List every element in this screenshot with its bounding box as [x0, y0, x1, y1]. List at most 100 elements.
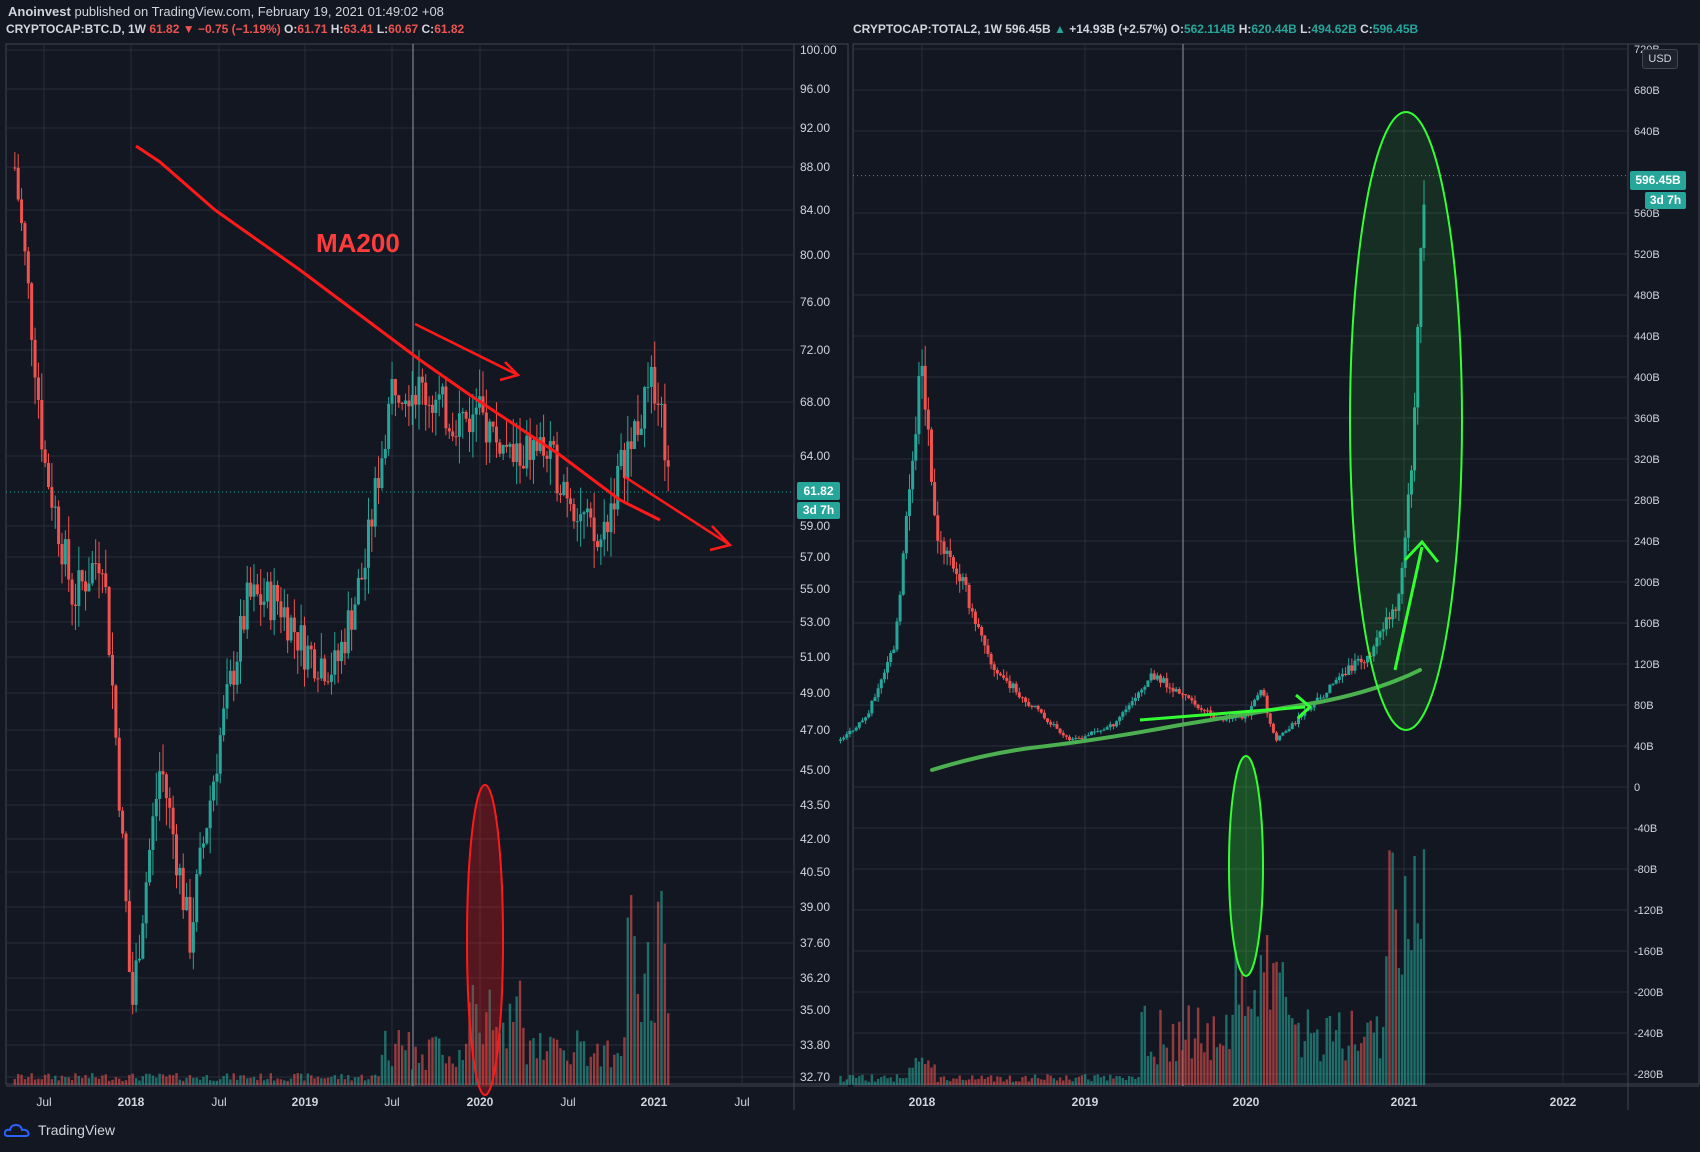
left-candle-body	[346, 610, 350, 654]
author-name[interactable]: Anoinvest	[8, 4, 71, 19]
right-candle-body	[1387, 617, 1391, 620]
right-volume-bar	[1400, 974, 1404, 1085]
left-volume-bar	[539, 1033, 542, 1085]
left-candle-body	[656, 403, 660, 405]
right-candle-body	[955, 568, 959, 575]
right-volume-bar	[1049, 1075, 1052, 1085]
right-candle-body	[1039, 709, 1043, 713]
left-volume-bar	[104, 1074, 107, 1085]
right-candle-body	[1168, 687, 1172, 689]
left-candle-body	[124, 833, 128, 902]
right-candle-body	[1014, 683, 1018, 693]
left-candle-body	[171, 807, 175, 835]
left-candle-body	[279, 601, 283, 618]
right-candle-body	[1165, 678, 1169, 688]
left-volume-bar	[161, 1074, 165, 1085]
right-volume-bar	[1243, 1015, 1247, 1085]
left-c-label: C:	[421, 22, 435, 36]
right-candle-body	[882, 672, 886, 680]
left-volume-bar	[23, 1079, 27, 1085]
right-volume-bar	[942, 1076, 946, 1085]
right-candle-body	[1111, 724, 1115, 727]
right-y-tick-label: -200B	[1634, 987, 1663, 999]
left-candle-body	[121, 810, 125, 834]
left-candle-body	[518, 443, 522, 466]
right-candle-body	[1180, 693, 1184, 695]
left-volume-bar	[192, 1077, 195, 1085]
right-candle-body	[1064, 735, 1068, 737]
right-y-tick-label: 560B	[1634, 208, 1660, 220]
right-volume-bar	[1237, 1004, 1241, 1085]
right-volume-bar	[1124, 1080, 1128, 1085]
left-candle-body	[592, 517, 596, 542]
right-candle-body	[1196, 704, 1200, 709]
left-candle-body	[60, 544, 64, 565]
right-candle-body	[1297, 716, 1301, 725]
left-candle-body	[262, 601, 266, 605]
currency-button[interactable]: USD	[1642, 49, 1678, 69]
right-candle-body	[1262, 690, 1266, 696]
right-volume-bar	[1011, 1081, 1015, 1085]
right-price-tag: 596.45B	[1630, 171, 1686, 190]
right-volume-bar	[880, 1077, 883, 1085]
left-candle-body	[494, 426, 498, 443]
left-volume-bar	[619, 1056, 623, 1085]
left-candle-body	[525, 435, 529, 469]
left-candle-body	[225, 684, 229, 709]
left-volume-bar	[421, 1054, 424, 1085]
left-candle-body	[616, 465, 620, 510]
right-candle-body	[980, 627, 984, 636]
tradingview-footer[interactable]: TradingView	[4, 1122, 115, 1138]
left-volume-bar	[347, 1075, 350, 1085]
left-y-tick-label: 43.50	[800, 798, 830, 812]
right-volume-bar	[870, 1074, 874, 1085]
left-volume-bar	[272, 1080, 276, 1085]
left-y-tick-label: 72.00	[800, 343, 830, 357]
right-volume-bar	[1083, 1074, 1087, 1085]
left-volume-bar	[336, 1078, 340, 1085]
left-volume-bar	[80, 1078, 84, 1085]
left-candle-body	[454, 436, 458, 438]
left-volume-bar	[118, 1078, 121, 1085]
left-candle-body	[36, 377, 40, 400]
left-candle-body	[461, 411, 465, 414]
right-candle-body	[870, 700, 874, 714]
left-volume-bar	[256, 1079, 259, 1085]
right-candle-body	[1391, 609, 1395, 620]
right-volume-bar	[993, 1081, 996, 1085]
left-candle-body	[606, 521, 610, 533]
right-candle-body	[983, 635, 987, 646]
right-symbol[interactable]: CRYPTOCAP:TOTAL2, 1W	[853, 22, 1002, 36]
right-candle-body	[1127, 705, 1131, 710]
right-candle-body	[898, 594, 902, 622]
right-volume-bar	[1410, 950, 1413, 1085]
left-volume-bar	[606, 1040, 609, 1085]
right-candle-body	[964, 577, 968, 585]
right-volume-bar	[1247, 1006, 1250, 1085]
left-volume-bar	[296, 1073, 299, 1085]
right-volume-bar	[1413, 855, 1416, 1085]
left-volume-bar	[232, 1073, 235, 1085]
right-candle-body	[914, 434, 918, 461]
right-volume-bar	[1090, 1080, 1093, 1085]
right-candle-body	[908, 489, 912, 516]
left-candle-body	[57, 506, 61, 545]
left-symbol[interactable]: CRYPTOCAP:BTC.D, 1W	[6, 22, 147, 36]
left-candle-body	[612, 503, 616, 510]
right-volume-bar	[958, 1075, 961, 1085]
left-volume-bar	[215, 1080, 219, 1085]
right-volume-bar	[1074, 1077, 1077, 1085]
right-candle-body	[1356, 658, 1360, 661]
left-candle-body	[609, 503, 613, 533]
left-candle-body	[558, 493, 562, 496]
left-volume-bar	[229, 1079, 232, 1085]
left-candle-body	[653, 366, 657, 404]
left-candle-body	[87, 583, 91, 592]
left-volume-bar	[616, 1052, 619, 1085]
right-candle-body	[1140, 689, 1144, 693]
left-candle-body	[532, 440, 536, 460]
right-candle-body	[1071, 738, 1075, 740]
left-volume-bar	[50, 1079, 54, 1085]
left-candle-body	[84, 581, 88, 592]
